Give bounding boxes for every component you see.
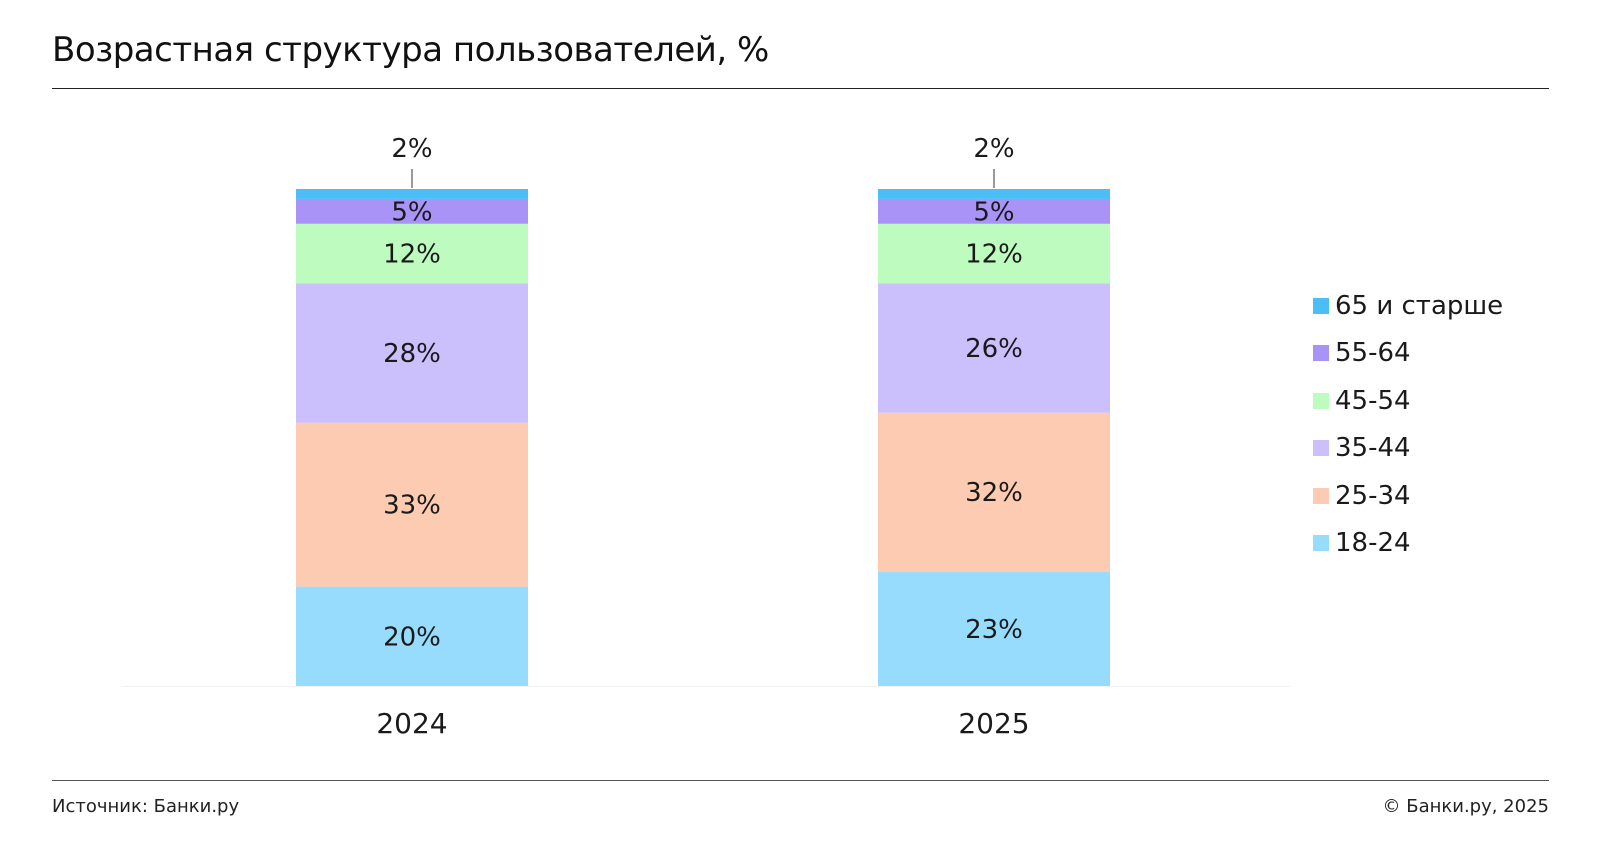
legend-label: 45-54 <box>1335 385 1411 416</box>
data-label: 20% <box>383 622 441 652</box>
legend-swatch <box>1313 487 1329 504</box>
bar-segment-2024-25-34 <box>296 422 528 587</box>
legend-swatch <box>1313 535 1329 552</box>
legend-item: 55-64 <box>1313 330 1503 378</box>
data-label: 32% <box>965 478 1023 508</box>
bar-segment-2024-35-44 <box>296 283 528 423</box>
legend-swatch <box>1313 297 1329 314</box>
chart-title: Возрастная структура пользователей, % <box>52 30 769 70</box>
chart-legend: 65 и старше 55-64 45-54 35-44 25-34 18-24 <box>1313 282 1503 567</box>
footer-divider <box>52 780 1549 781</box>
legend-item: 65 и старше <box>1313 282 1503 330</box>
x-tick-label: 2024 <box>376 707 447 740</box>
bar-segment-2025-45-54 <box>878 223 1110 284</box>
legend-item: 45-54 <box>1313 377 1503 425</box>
legend-item: 18-24 <box>1313 520 1503 568</box>
data-label: 2% <box>973 134 1014 164</box>
x-tick-label: 2025 <box>958 707 1029 740</box>
legend-swatch <box>1313 440 1329 457</box>
bar-segment-2025-18-24 <box>878 571 1110 686</box>
data-label: 26% <box>965 334 1023 364</box>
legend-label: 18-24 <box>1335 528 1411 559</box>
data-label: 5% <box>973 197 1014 227</box>
legend-label: 55-64 <box>1335 338 1411 369</box>
stacked-bar-chart: 20% 33% 28% 12% 5% 2% 2024 23% 32% 26% 12% 5% 2% 2025 <box>122 134 1290 740</box>
data-label: 12% <box>965 240 1023 270</box>
legend-swatch <box>1313 392 1329 409</box>
data-label: 2% <box>391 134 432 164</box>
copyright-note: © Банки.ру, 2025 <box>1382 796 1550 817</box>
bar-segment-2024-45-54 <box>296 223 528 284</box>
legend-label: 25-34 <box>1335 480 1411 511</box>
bar-segment-2025-35-44 <box>878 283 1110 413</box>
bar-segment-2024-55-64 <box>296 198 528 224</box>
data-label: 12% <box>383 240 441 270</box>
data-label: 33% <box>383 491 441 521</box>
legend-label: 35-44 <box>1335 433 1411 464</box>
bar-segment-2024-18-24 <box>296 586 528 686</box>
data-label: 23% <box>965 615 1023 645</box>
legend-swatch <box>1313 345 1329 362</box>
title-divider <box>52 88 1549 89</box>
legend-item: 25-34 <box>1313 472 1503 520</box>
data-label: 5% <box>391 197 432 227</box>
bar-segment-2025-65-и-старше <box>878 189 1110 199</box>
bar-segment-2024-65-и-старше <box>296 189 528 199</box>
data-label: 28% <box>383 339 441 369</box>
legend-label: 65 и старше <box>1335 290 1504 321</box>
source-note: Источник: Банки.ру <box>52 796 240 817</box>
bar-segment-2025-25-34 <box>878 412 1110 572</box>
bar-segment-2025-55-64 <box>878 198 1110 224</box>
legend-item: 35-44 <box>1313 425 1503 473</box>
